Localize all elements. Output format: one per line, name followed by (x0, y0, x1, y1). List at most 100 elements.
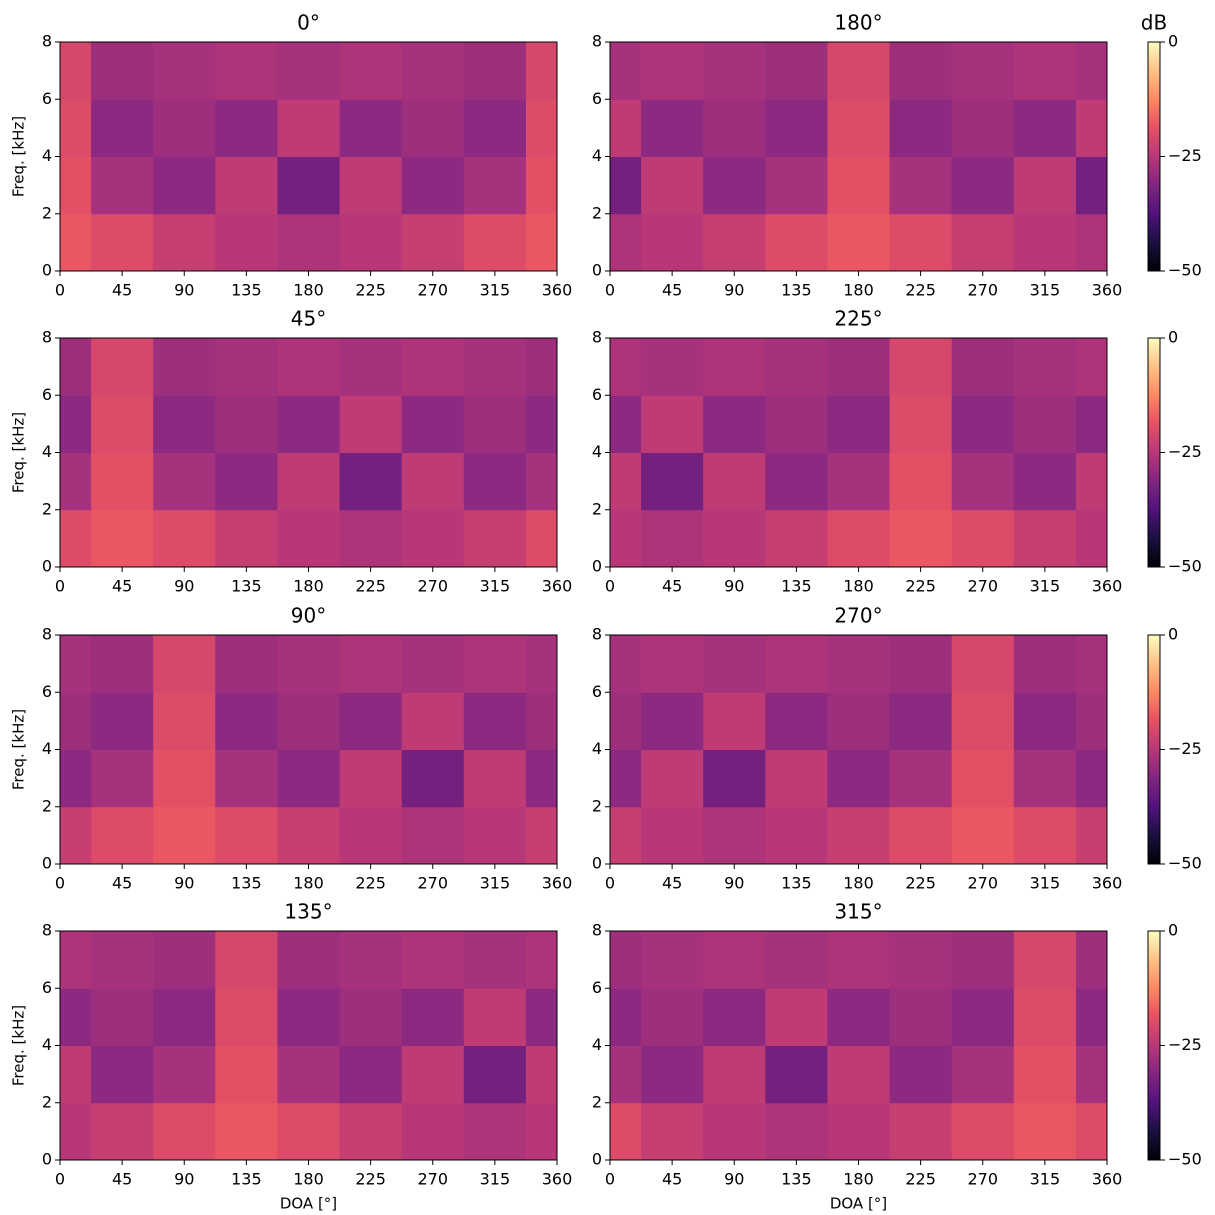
x-tick-label: 45 (662, 874, 682, 893)
heatmap-cell (153, 931, 216, 989)
heatmap-cell (765, 749, 828, 808)
x-tick-label: 315 (480, 1170, 511, 1189)
heatmap-cell (525, 99, 557, 157)
heatmap-cell (765, 988, 828, 1046)
y-tick-label: 8 (42, 625, 52, 644)
y-tick-label: 4 (42, 739, 52, 758)
x-tick-label: 135 (781, 1170, 812, 1189)
x-tick-label: 315 (480, 577, 511, 596)
heatmap-cell (60, 931, 92, 989)
x-tick-label: 90 (174, 874, 194, 893)
x-tick-label: 180 (843, 874, 874, 893)
heatmap-cell (641, 452, 704, 511)
heatmap-cell (827, 338, 891, 396)
x-tick-label: 360 (542, 281, 573, 300)
colorbar (1147, 634, 1161, 865)
heatmap-cell (401, 452, 465, 511)
heatmap-cell (153, 988, 216, 1046)
heatmap-cell (277, 156, 341, 215)
y-tick-label: 4 (42, 442, 52, 461)
heatmap-cell (401, 338, 465, 396)
heatmap-cell (60, 692, 92, 750)
panel: 0 45 90 135 180 225 270 315 360 0 2 4 6 8 180° 0 −25 −50 d… (592, 11, 1202, 300)
heatmap-cell (277, 99, 341, 157)
heatmap-cell (765, 806, 828, 864)
heatmap-cell (951, 988, 1015, 1046)
heatmap-cell (641, 395, 704, 453)
heatmap-cell (610, 452, 642, 511)
heatmap-cell (889, 931, 953, 989)
heatmap-cell (339, 338, 403, 396)
heatmap-cell (610, 988, 642, 1046)
heatmap-cell (60, 99, 92, 157)
heatmap-cell (827, 452, 891, 511)
y-tick-label: 6 (42, 978, 52, 997)
heatmap-cell (525, 338, 557, 396)
x-tick-label: 0 (605, 1170, 615, 1189)
heatmap-cell (153, 42, 216, 100)
heatmap-cell (339, 749, 403, 808)
heatmap-cell (703, 213, 766, 271)
heatmap-cell (277, 338, 341, 396)
heatmap-cell (703, 635, 766, 693)
x-tick-label: 315 (1030, 1170, 1061, 1189)
heatmap-cells (610, 338, 1107, 567)
heatmap-cell (401, 692, 465, 750)
heatmap-cell (525, 213, 557, 271)
colorbar-tick-label: 0 (1168, 328, 1178, 347)
heatmap-cell (765, 1045, 828, 1104)
heatmap-cell (525, 749, 557, 808)
heatmap-cell (153, 213, 216, 271)
x-tick-label: 270 (417, 874, 448, 893)
heatmap-cell (60, 1102, 92, 1160)
heatmap-cell (765, 509, 828, 567)
heatmap-cell (951, 1045, 1015, 1104)
heatmap-cell (889, 635, 953, 693)
heatmap-cell (703, 1102, 766, 1160)
heatmap-cell (60, 452, 92, 511)
heatmap-cell (153, 395, 216, 453)
heatmap-cell (60, 806, 92, 864)
heatmap-cell (765, 213, 828, 271)
heatmap-cell (401, 395, 465, 453)
heatmap-cell (1013, 1102, 1077, 1160)
heatmap-cell (60, 213, 92, 271)
heatmap-cell (463, 395, 527, 453)
y-tick-label: 4 (42, 1035, 52, 1054)
heatmap-cell (951, 1102, 1015, 1160)
heatmap-cell (641, 42, 704, 100)
y-tick-label: 6 (42, 682, 52, 701)
heatmap-cell (703, 452, 766, 511)
heatmap-cell (951, 635, 1015, 693)
y-axis-label: Freq. [kHz] (10, 1005, 28, 1086)
heatmap-cell (60, 338, 92, 396)
heatmap-cell (91, 42, 154, 100)
heatmap-cell (339, 42, 403, 100)
heatmap-cell (765, 338, 828, 396)
y-tick-label: 4 (592, 146, 602, 165)
heatmap-cell (889, 395, 953, 453)
heatmap-cell (463, 1102, 527, 1160)
heatmap-cell (1013, 156, 1077, 215)
heatmap-cell (277, 806, 341, 864)
heatmap-cell (641, 1102, 704, 1160)
x-tick-label: 225 (355, 1170, 386, 1189)
heatmap-cell (401, 806, 465, 864)
x-tick-label: 270 (417, 577, 448, 596)
y-tick-label: 0 (592, 557, 602, 576)
heatmap-cell (827, 42, 891, 100)
x-tick-label: 360 (542, 577, 573, 596)
heatmap-cell (827, 692, 891, 750)
heatmap-cell (641, 931, 704, 989)
heatmap-cell (277, 1102, 341, 1160)
colorbar-tick-label: 0 (1168, 32, 1178, 51)
heatmap-cell (889, 692, 953, 750)
heatmap-cell (889, 338, 953, 396)
heatmap-cell (1013, 749, 1077, 808)
y-tick-label: 2 (42, 1092, 52, 1111)
heatmap-cell (951, 338, 1015, 396)
heatmap-cell (703, 1045, 766, 1104)
x-tick-label: 45 (662, 281, 682, 300)
heatmap-cell (703, 156, 766, 215)
